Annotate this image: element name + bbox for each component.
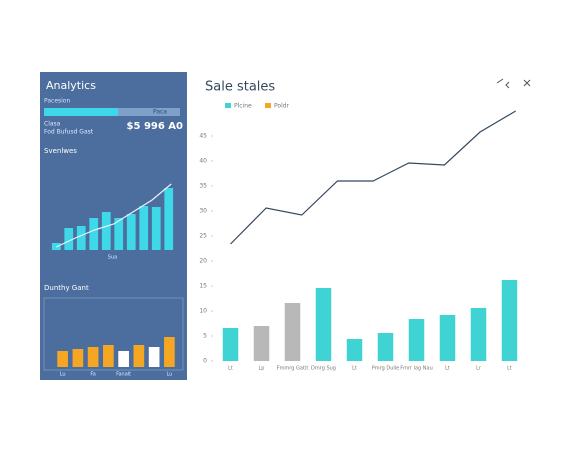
bar [133, 345, 145, 367]
bar [72, 349, 84, 367]
line [55, 183, 172, 248]
x-tick-label: Fmmrg Gatit [277, 366, 309, 372]
bar [284, 303, 301, 361]
y-tick-label: 40 [199, 158, 207, 165]
y-tick-label: 20 [199, 258, 207, 265]
main-panel [195, 72, 540, 380]
bar [377, 333, 394, 361]
y-tick-label: 30 [199, 208, 207, 215]
caption: Sua [108, 255, 117, 261]
stat-sub: Fod Bufusd Gast [44, 129, 94, 136]
progress-label: Pacesion [44, 98, 70, 105]
y-tick-label: 15 [199, 283, 207, 290]
legend-swatch [225, 103, 231, 108]
legend-label: Plcine [234, 103, 252, 110]
bar [118, 351, 129, 367]
window-icons[interactable] [496, 78, 531, 89]
y-tick-label: 25 [199, 233, 207, 240]
x-tick-label: Fmrr lag Nau [400, 366, 433, 372]
bar [139, 206, 149, 250]
bar [439, 315, 456, 361]
bar [148, 347, 160, 367]
legend-label: Poldr [274, 103, 290, 110]
x-tick-label: Lt [507, 366, 512, 372]
bar [114, 218, 124, 250]
x-tick-label: Fa [90, 372, 95, 378]
mini-chart-frame [43, 297, 184, 371]
y-tick-label: 0 [203, 358, 207, 365]
bar [315, 288, 332, 361]
x-tick-label: Lr [476, 366, 482, 372]
section-title: Svenlwes [44, 147, 77, 155]
section-title: Dunthy Gant [44, 284, 89, 292]
bar [222, 328, 239, 361]
stat-label: Clasa [44, 121, 61, 128]
x-tick-label: Lp [259, 366, 265, 372]
bar [346, 339, 363, 361]
y-tick-label: 5 [203, 333, 207, 340]
x-tick-label: Lu [166, 372, 172, 378]
chart-title: Sale stales [205, 80, 275, 95]
sidebar [40, 72, 187, 380]
progress-value: Paca [153, 109, 167, 116]
bar [253, 326, 270, 361]
sidebar-title: Analytics [46, 79, 96, 92]
progress-fill [44, 108, 118, 116]
x-tick-label: Pmrg Dulle [372, 366, 400, 372]
bar [501, 280, 518, 361]
x-tick-label: Lt [445, 366, 450, 372]
bar [64, 228, 74, 250]
x-tick-label: Fanalt [116, 372, 131, 378]
bar [89, 218, 99, 250]
bar [126, 214, 136, 250]
line [230, 110, 517, 245]
bar [164, 188, 174, 250]
bar [408, 319, 425, 361]
x-tick-label: Lt [228, 366, 233, 372]
x-tick-label: Lt [352, 366, 357, 372]
bar [164, 337, 175, 367]
bar [57, 351, 68, 367]
bar [76, 226, 86, 250]
legend-swatch [265, 103, 271, 108]
bar [151, 207, 161, 250]
bar [101, 212, 111, 250]
y-tick-label: 10 [199, 308, 207, 315]
stat-value: $5 996 A0 [127, 121, 183, 132]
bar [87, 347, 99, 367]
y-tick-label: 45 [199, 133, 207, 140]
x-tick-label: Lu [60, 372, 66, 378]
x-tick-label: Dmrg Sug [311, 366, 336, 372]
bar [470, 308, 487, 361]
y-tick-label: 35 [199, 183, 207, 190]
bar [103, 345, 114, 367]
